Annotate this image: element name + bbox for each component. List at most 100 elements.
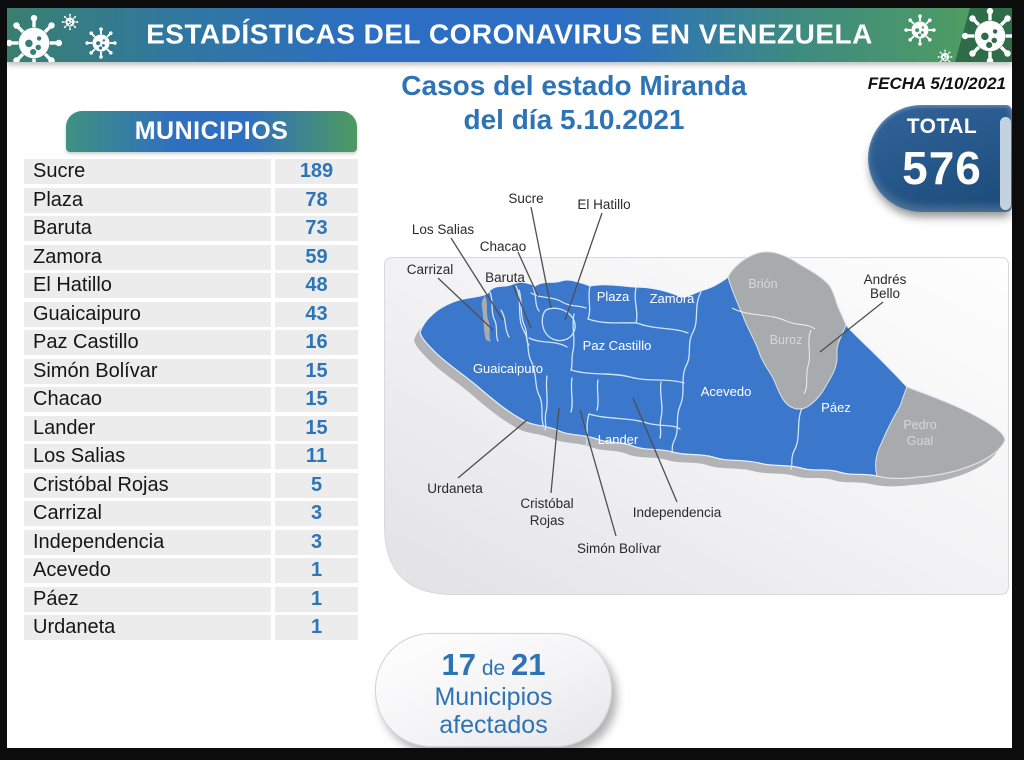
map-region-label: Acevedo: [701, 384, 752, 399]
municipality-borders: [489, 285, 804, 470]
municipality-name: Urdaneta: [24, 615, 271, 640]
header-banner: ESTADÍSTICAS DEL CORONAVIRUS EN VENEZUEL…: [7, 8, 1012, 62]
table-row: Paz Castillo 16: [24, 330, 358, 355]
municipality-count: 16: [275, 330, 358, 355]
table-row: Lander 15: [24, 415, 358, 441]
municipality-name: Guaicaipuro: [24, 301, 271, 327]
table-row: Acevedo 1: [24, 558, 358, 583]
badge-highlight: [1000, 117, 1011, 210]
municipality-name: Los Salias: [24, 444, 271, 469]
page-title-line2: del día 5.10.2021: [463, 104, 685, 135]
total-label: TOTAL: [906, 115, 978, 138]
municipios-table: Sucre 189 Plaza 78 Baruta 73 Zamora 59 El Hatill…: [24, 159, 358, 644]
municipality-name: Paz Castillo: [24, 330, 271, 355]
map-callout-label: Simón Bolívar: [577, 541, 662, 556]
callout-lines: [437, 206, 884, 537]
table-row: Cristóbal Rojas 5: [24, 472, 358, 498]
municipality-count: 1: [275, 615, 358, 640]
map-callout-label: Sucre: [508, 191, 543, 206]
table-row: Sucre 189: [24, 159, 358, 184]
map-region-label: Gual: [907, 434, 933, 448]
banner-decor: [7, 8, 1012, 62]
municipality-count: 189: [275, 159, 358, 184]
callout-line: [450, 237, 504, 321]
municipality-count: 3: [275, 529, 358, 555]
gray-region-borders: [731, 307, 816, 395]
municipality-name: Acevedo: [24, 558, 271, 583]
callout-line: [517, 251, 539, 297]
callout-line: [579, 409, 617, 537]
table-row: Baruta 73: [24, 216, 358, 241]
map-callout-label: Los Salias: [412, 222, 475, 237]
municipality-name: Plaza: [24, 187, 271, 213]
table-row: Chacao 15: [24, 387, 358, 412]
callout-line: [550, 407, 560, 494]
map-callout-label: Carrizal: [407, 262, 454, 277]
municipality-count: 48: [275, 273, 358, 298]
map-callout-label: Andrés: [864, 272, 907, 287]
total-value: 576: [902, 142, 982, 194]
callout-line: [437, 277, 494, 331]
municipality-name: Sucre: [24, 159, 271, 184]
municipality-count: 78: [275, 187, 358, 213]
map-region-label: Buroz: [770, 333, 803, 347]
banner-title: ESTADÍSTICAS DEL CORONAVIRUS EN VENEZUEL…: [146, 18, 873, 50]
miranda-map: Plaza Zamora Paz Castillo Guaicaipuro Ac…: [384, 191, 1009, 595]
map-callout-labels: Sucre El Hatillo Los Salias Chacao Carri…: [407, 191, 907, 556]
municipality-name: El Hatillo: [24, 273, 271, 298]
municipality-count: 3: [275, 501, 358, 526]
table-row: El Hatillo 48: [24, 273, 358, 298]
table-row: Zamora 59: [24, 244, 358, 270]
callout-line: [512, 284, 532, 329]
summary-total: 21: [511, 647, 546, 682]
callout-line: [564, 212, 603, 321]
date-label: FECHA 5/10/2021: [867, 74, 1006, 93]
summary-count: 17: [441, 647, 476, 682]
summary-of: de: [481, 657, 506, 680]
municipality-name: Baruta: [24, 216, 271, 241]
map-callout-label: Urdaneta: [427, 481, 483, 496]
summary-line2: Municipios: [434, 683, 553, 711]
map-region-label: Paz Castillo: [583, 338, 652, 353]
municipality-name: Carrizal: [24, 501, 271, 526]
municipality-count: 1: [275, 558, 358, 583]
municipality-name: Lander: [24, 415, 271, 441]
map-region-label: Plaza: [597, 289, 630, 304]
table-row: Páez 1: [24, 586, 358, 612]
municipality-name: Simón Bolívar: [24, 358, 271, 384]
municipality-count: 43: [275, 301, 358, 327]
municipality-name: Chacao: [24, 387, 271, 412]
callout-line: [530, 206, 552, 309]
infographic-page: ESTADÍSTICAS DEL CORONAVIRUS EN VENEZUEL…: [7, 8, 1012, 748]
map-callout-label: Chacao: [480, 239, 527, 254]
municipality-name: Cristóbal Rojas: [24, 472, 271, 498]
table-row: Simón Bolívar 15: [24, 358, 358, 384]
virus-icon: [937, 49, 953, 62]
table-row: Carrizal 3: [24, 501, 358, 526]
page-title-line1: Casos del estado Miranda: [401, 70, 747, 101]
map-callout-label: Rojas: [530, 513, 565, 528]
map-region-label: Brión: [748, 277, 777, 291]
municipality-count: 1: [275, 586, 358, 612]
municipality-count: 11: [275, 444, 358, 469]
map-gray-labels: Brión Buroz Pedro Gual: [748, 277, 936, 448]
table-header: MUNICIPIOS: [66, 111, 357, 152]
table-row: Plaza 78: [24, 187, 358, 213]
map-region-label: Zamora: [650, 291, 696, 306]
municipality-count: 59: [275, 244, 358, 270]
map-callout-label: Bello: [870, 286, 900, 301]
municipality-name: Zamora: [24, 244, 271, 270]
map-callout-label: El Hatillo: [577, 197, 630, 212]
coast-sliver-gray: [481, 296, 491, 342]
region-pedro-gual-gray: [875, 386, 1006, 479]
map-region-labels: Plaza Zamora Paz Castillo Guaicaipuro Ac…: [473, 289, 851, 447]
table-row: Independencia 3: [24, 529, 358, 555]
callout-line: [457, 419, 528, 479]
page-title: Casos del estado Miranda del día 5.10.20…: [385, 69, 763, 137]
map-region-label: Páez: [821, 400, 851, 415]
table-row: Urdaneta 1: [24, 615, 358, 640]
map-region-label: Pedro: [903, 418, 936, 432]
map-region-label: Lander: [598, 432, 639, 447]
summary-count-line: 17 de 21: [376, 647, 611, 683]
